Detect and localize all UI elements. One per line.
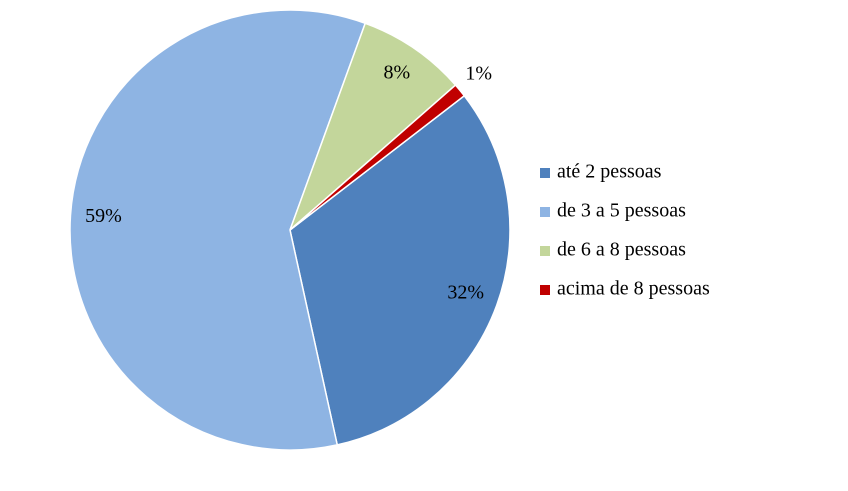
legend-label: de 3 a 5 pessoas [557,200,686,222]
legend-marker [540,168,550,178]
pie-slice [289,22,457,231]
legend-label: de 6 a 8 pessoas [557,239,686,261]
pie-slice [289,94,511,446]
data-label: 1% [465,63,492,85]
legend-label: acima de 8 pessoas [557,278,710,300]
pie-slice [69,9,367,451]
legend-marker [540,285,550,295]
legend-label: até 2 pessoas [557,161,662,183]
data-label: 32% [447,282,484,304]
data-label: 59% [85,205,122,227]
pie-slice [289,84,466,231]
data-label: 8% [384,61,411,83]
legend-marker [540,207,550,217]
legend-marker [540,246,550,256]
